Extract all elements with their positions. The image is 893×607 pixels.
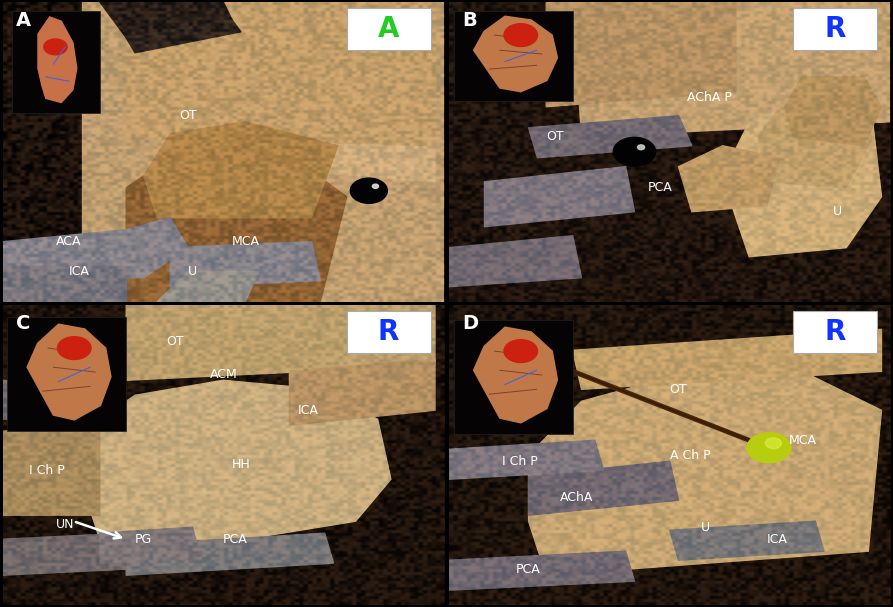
Text: B: B — [463, 11, 477, 30]
Polygon shape — [3, 419, 100, 515]
Polygon shape — [289, 359, 435, 426]
Text: A: A — [16, 11, 31, 30]
Circle shape — [350, 178, 388, 203]
Polygon shape — [3, 266, 126, 302]
Text: PG: PG — [135, 533, 153, 546]
Polygon shape — [485, 167, 634, 226]
Text: PCA: PCA — [223, 533, 248, 546]
Polygon shape — [157, 272, 259, 302]
FancyBboxPatch shape — [454, 11, 572, 101]
Polygon shape — [38, 17, 77, 103]
Text: ICA: ICA — [298, 404, 319, 417]
FancyBboxPatch shape — [346, 311, 430, 353]
Polygon shape — [547, 2, 736, 107]
Polygon shape — [670, 521, 824, 560]
Text: D: D — [463, 314, 479, 333]
Polygon shape — [82, 380, 391, 539]
Polygon shape — [126, 533, 333, 575]
Polygon shape — [171, 242, 321, 287]
Text: PCA: PCA — [515, 563, 540, 575]
Text: ACM: ACM — [210, 368, 238, 381]
Polygon shape — [3, 380, 100, 426]
Text: ACA: ACA — [55, 235, 81, 248]
Polygon shape — [3, 218, 188, 277]
Text: PCA: PCA — [647, 181, 672, 194]
Text: OT: OT — [547, 131, 563, 143]
Polygon shape — [679, 146, 780, 212]
Polygon shape — [572, 330, 881, 389]
Polygon shape — [126, 2, 435, 146]
Circle shape — [504, 340, 538, 362]
Polygon shape — [126, 146, 346, 302]
Ellipse shape — [747, 433, 791, 463]
Polygon shape — [449, 305, 572, 380]
Polygon shape — [473, 327, 557, 423]
Text: MCA: MCA — [789, 434, 817, 447]
FancyBboxPatch shape — [454, 320, 572, 434]
Text: ICA: ICA — [767, 533, 788, 546]
Polygon shape — [572, 2, 890, 137]
Text: AChA: AChA — [559, 490, 593, 504]
FancyBboxPatch shape — [7, 317, 126, 431]
Polygon shape — [529, 371, 881, 575]
Text: OT: OT — [166, 335, 184, 348]
Polygon shape — [82, 2, 444, 302]
Polygon shape — [100, 2, 232, 38]
Polygon shape — [246, 2, 435, 181]
Polygon shape — [126, 20, 241, 53]
Text: I Ch P: I Ch P — [29, 464, 65, 476]
FancyBboxPatch shape — [346, 8, 430, 50]
Polygon shape — [529, 116, 692, 158]
Text: I Ch P: I Ch P — [502, 455, 538, 468]
Polygon shape — [449, 551, 634, 590]
Text: OT: OT — [179, 109, 196, 122]
Text: HH: HH — [232, 458, 251, 471]
Circle shape — [57, 337, 91, 359]
Polygon shape — [449, 440, 604, 480]
FancyBboxPatch shape — [793, 8, 877, 50]
Text: R: R — [824, 15, 846, 43]
Polygon shape — [784, 76, 881, 146]
Polygon shape — [3, 533, 126, 575]
Text: AChA P: AChA P — [688, 91, 732, 104]
Polygon shape — [473, 16, 557, 92]
Text: A Ch P: A Ch P — [670, 449, 710, 462]
Text: MCA: MCA — [232, 235, 260, 248]
Polygon shape — [449, 236, 581, 287]
Polygon shape — [758, 107, 872, 188]
Polygon shape — [126, 305, 435, 380]
Polygon shape — [529, 461, 679, 515]
Text: U: U — [833, 205, 842, 219]
Text: A: A — [378, 15, 399, 43]
Text: R: R — [824, 318, 846, 347]
Circle shape — [765, 438, 781, 449]
Text: UN: UN — [55, 518, 74, 531]
Polygon shape — [100, 527, 201, 563]
Circle shape — [44, 39, 67, 55]
Circle shape — [613, 137, 655, 166]
Text: U: U — [188, 265, 197, 278]
Circle shape — [372, 184, 379, 188]
Text: U: U — [701, 521, 710, 534]
Text: C: C — [16, 314, 30, 333]
Polygon shape — [449, 305, 890, 605]
FancyBboxPatch shape — [12, 11, 100, 113]
Circle shape — [504, 24, 538, 47]
Polygon shape — [144, 122, 338, 218]
Text: OT: OT — [670, 383, 688, 396]
Text: ICA: ICA — [69, 265, 89, 278]
Text: R: R — [378, 318, 399, 347]
Polygon shape — [3, 305, 444, 605]
FancyBboxPatch shape — [793, 311, 877, 353]
Polygon shape — [449, 2, 890, 302]
Circle shape — [638, 145, 645, 150]
Polygon shape — [27, 324, 111, 420]
Polygon shape — [722, 98, 881, 257]
